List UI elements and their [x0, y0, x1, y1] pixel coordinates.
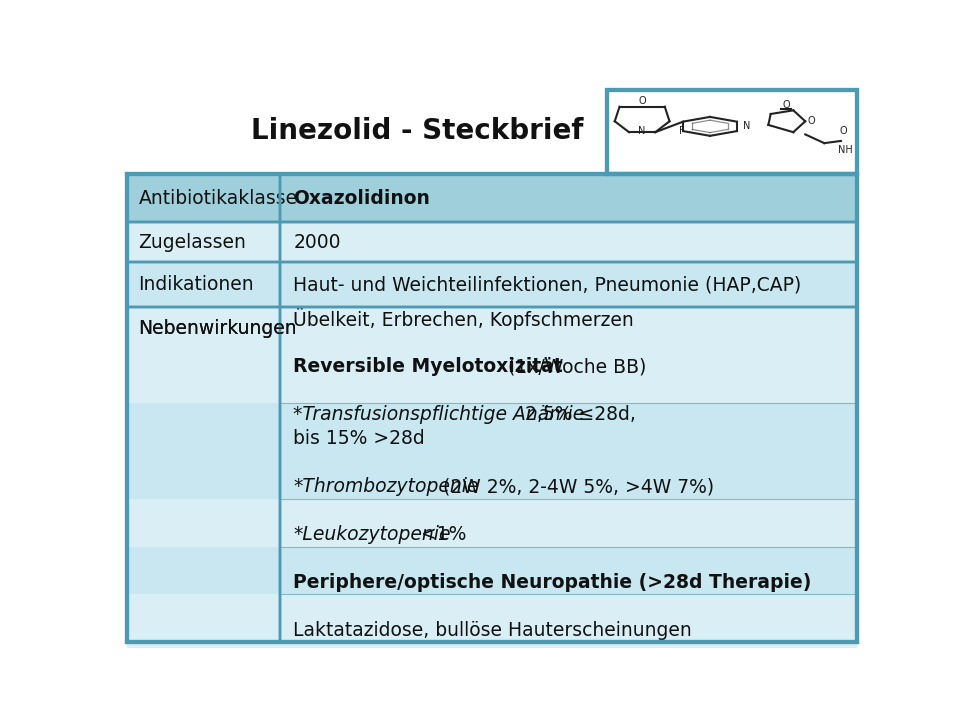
Text: Oxazolidinon: Oxazolidinon	[294, 189, 430, 207]
Text: Periphere/optische Neuropathie (>28d Therapie): Periphere/optische Neuropathie (>28d The…	[294, 573, 812, 592]
Bar	[128, 174, 856, 642]
Bar	[128, 547, 280, 595]
Text: Nebenwirkungen: Nebenwirkungen	[138, 320, 298, 339]
Text: <1%: <1%	[416, 525, 467, 544]
Text: 2,5% ≤28d,: 2,5% ≤28d,	[519, 405, 636, 424]
Bar	[608, 90, 856, 174]
Bar	[280, 307, 856, 403]
Bar	[608, 90, 856, 174]
Text: Laktatazidose, bullöse Hauterscheinungen: Laktatazidose, bullöse Hauterscheinungen	[294, 621, 692, 640]
Bar	[128, 403, 280, 499]
Text: *Leukozytopenie: *Leukozytopenie	[294, 525, 451, 544]
Bar	[128, 499, 280, 547]
Text: (1x/Woche BB): (1x/Woche BB)	[502, 357, 647, 376]
Text: Reversible Myelotoxizität: Reversible Myelotoxizität	[294, 357, 563, 376]
Text: Nebenwirkungen: Nebenwirkungen	[138, 320, 298, 339]
Bar	[280, 595, 856, 642]
Text: Übelkeit, Erbrechen, Kopfschmerzen: Übelkeit, Erbrechen, Kopfschmerzen	[294, 308, 635, 330]
Text: Linezolid - Steckbrief: Linezolid - Steckbrief	[252, 117, 584, 145]
Bar	[128, 307, 280, 403]
Text: *Thrombozytopenie: *Thrombozytopenie	[294, 477, 479, 496]
Text: (2W 2%, 2-4W 5%, >4W 7%): (2W 2%, 2-4W 5%, >4W 7%)	[437, 477, 714, 496]
Text: N: N	[743, 122, 751, 131]
Bar	[280, 499, 856, 547]
Text: *Transfusionspflichtige Anämie: *Transfusionspflichtige Anämie	[294, 405, 585, 424]
Text: Haut- und Weichteilinfektionen, Pneumonie (HAP,CAP): Haut- und Weichteilinfektionen, Pneumoni…	[294, 275, 802, 294]
Text: 2000: 2000	[294, 232, 341, 252]
Bar	[280, 547, 856, 595]
Text: N: N	[638, 126, 646, 135]
Text: O: O	[638, 96, 646, 106]
Text: Indikationen: Indikationen	[138, 275, 254, 294]
Bar	[128, 222, 856, 262]
Bar	[280, 403, 856, 499]
Bar	[128, 595, 280, 642]
Bar	[128, 174, 856, 222]
Text: Antibiotikaklasse: Antibiotikaklasse	[138, 189, 298, 207]
Text: F: F	[680, 126, 684, 136]
Text: O: O	[807, 116, 815, 126]
Text: Zugelassen: Zugelassen	[138, 232, 247, 252]
Bar	[128, 307, 856, 648]
Text: O: O	[782, 100, 790, 109]
Bar	[608, 90, 856, 174]
Bar	[128, 262, 856, 307]
Text: NH: NH	[838, 146, 853, 155]
Text: bis 15% >28d: bis 15% >28d	[294, 430, 425, 448]
Text: O: O	[839, 126, 847, 135]
Bar	[128, 87, 856, 174]
